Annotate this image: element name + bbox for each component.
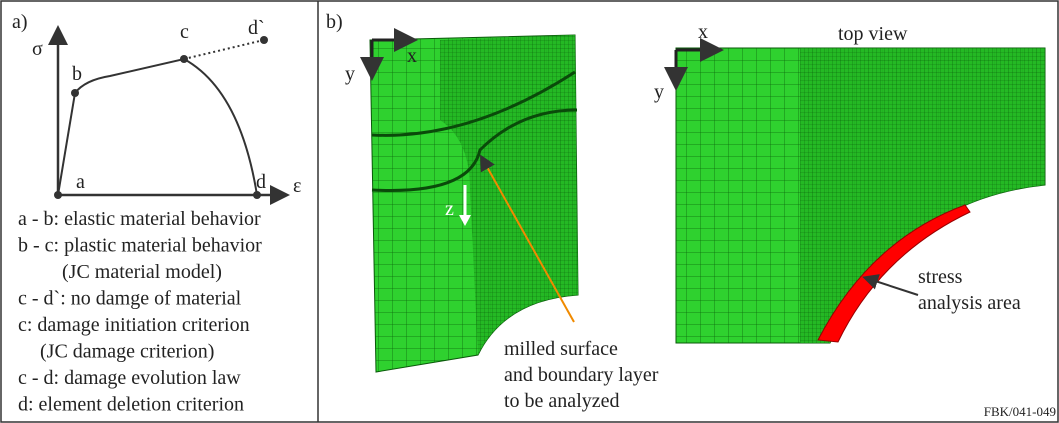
- note: to be analyzed: [504, 390, 620, 412]
- note: stress: [918, 266, 963, 288]
- axis-label: σ: [32, 38, 43, 60]
- legend: a - b: elastic material behavior b - c: p…: [18, 208, 262, 416]
- axis-label: z: [445, 198, 454, 220]
- point: [260, 36, 268, 44]
- axis-label: y: [654, 81, 664, 103]
- point: [54, 191, 62, 199]
- legend-line: b - c: plastic material behavior: [18, 235, 262, 257]
- point: [71, 89, 79, 97]
- note: milled surface: [504, 338, 618, 360]
- axis-label: y: [345, 63, 355, 85]
- view-title: top view: [838, 23, 908, 45]
- axis-label: x: [407, 45, 417, 67]
- mesh-band: [371, 108, 578, 192]
- fine-mesh: [800, 48, 1045, 343]
- legend-line: (JC damage criterion): [40, 341, 214, 363]
- legend-line: a - b: elastic material behavior: [18, 208, 261, 230]
- legend-line: (JC material model): [62, 261, 222, 283]
- note: and boundary layer: [504, 364, 659, 386]
- axis-label: x: [698, 21, 708, 43]
- axis-label: ε: [293, 175, 301, 197]
- panel-label: b): [326, 11, 343, 33]
- pointer: [480, 154, 575, 323]
- axis-arrow: [459, 215, 471, 226]
- legend-line: c - d`: no damge of material: [18, 288, 242, 310]
- legend-line: d: element deletion criterion: [18, 394, 244, 416]
- point-label: a: [76, 171, 85, 193]
- point-label: c: [180, 21, 189, 43]
- mesh-band: [371, 70, 576, 137]
- pointer: [862, 274, 919, 296]
- footer: FBK/041-049: [984, 404, 1056, 419]
- legend-line: c - d: damage evolution law: [18, 367, 241, 389]
- point-label: d`: [248, 17, 265, 39]
- note: analysis area: [918, 292, 1021, 314]
- stress-area: [817, 204, 971, 343]
- point: [253, 191, 261, 199]
- curve: [183, 39, 265, 60]
- legend-line: c: damage initiation criterion: [18, 314, 250, 336]
- point-label: d: [256, 171, 266, 193]
- panel-label: a): [12, 11, 28, 33]
- point: [180, 55, 188, 63]
- curve: [57, 57, 258, 196]
- point-label: b: [72, 63, 82, 85]
